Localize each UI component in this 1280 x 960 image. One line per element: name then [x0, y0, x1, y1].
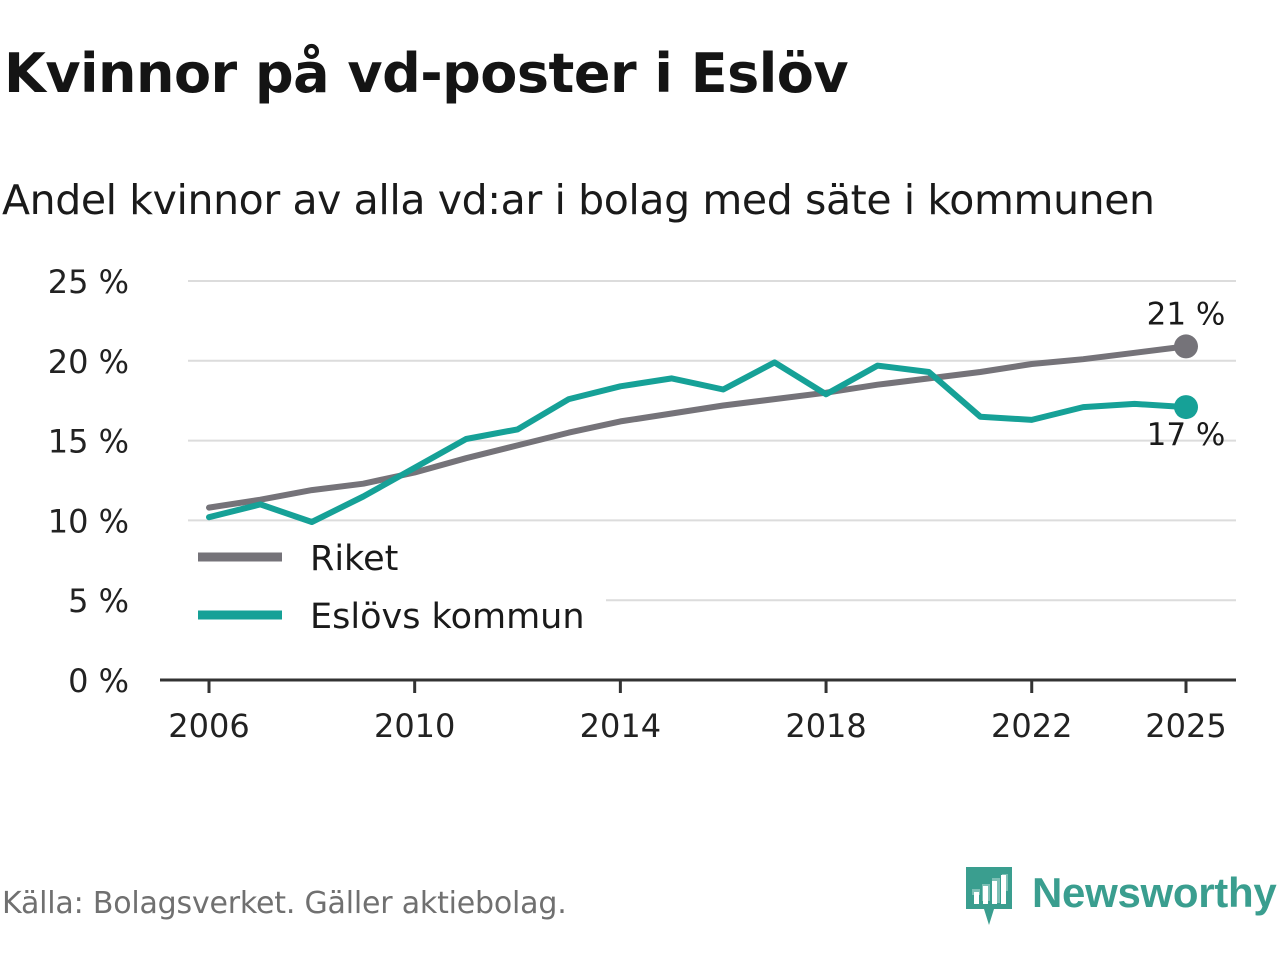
- source-note: Källa: Bolagsverket. Gäller aktiebolag.: [2, 886, 567, 921]
- legend: Riket Eslövs kommun: [186, 532, 606, 648]
- chart-subtitle: Andel kvinnor av alla vd:ar i bolag med …: [2, 176, 1155, 224]
- end-value-label: 21 %: [1147, 296, 1226, 332]
- y-tick-label: 10 %: [48, 502, 129, 540]
- series-line: [206, 359, 1189, 525]
- x-tick-label: 2018: [785, 707, 866, 745]
- y-tick-label: 0 %: [68, 662, 129, 700]
- legend-label: Eslövs kommun: [310, 597, 585, 637]
- newsworthy-logo-icon: [966, 867, 1012, 925]
- x-tick-label: 2010: [374, 707, 455, 745]
- y-tick-label: 25 %: [48, 263, 129, 301]
- x-tick-label: 2014: [580, 707, 661, 745]
- end-labels: 21 % 17 %: [1147, 296, 1226, 453]
- x-tick-label: 2006: [168, 707, 249, 745]
- legend-background: [186, 532, 606, 648]
- series: [206, 334, 1198, 525]
- x-tick-label: 2022: [991, 707, 1072, 745]
- series-line: [206, 343, 1189, 511]
- y-axis-ticks: 0 % 5 % 10 % 15 % 20 % 25 %: [48, 263, 129, 700]
- end-value-label: 17 %: [1147, 417, 1226, 453]
- y-tick-label: 20 %: [48, 343, 129, 381]
- x-tick-label: 2025: [1145, 707, 1226, 745]
- brand-logo[interactable]: Newsworthy: [964, 864, 1277, 928]
- series-end-point: [1174, 334, 1198, 359]
- y-tick-label: 5 %: [68, 582, 129, 620]
- chart-title: Kvinnor på vd-poster i Eslöv: [4, 42, 849, 105]
- brand-name: Newsworthy: [1032, 869, 1277, 916]
- legend-label: Riket: [310, 539, 398, 579]
- y-tick-label: 15 %: [48, 423, 129, 461]
- series-end-point: [1174, 395, 1198, 420]
- x-axis: 2006 2010 2014 2018 2022 2025: [160, 678, 1236, 745]
